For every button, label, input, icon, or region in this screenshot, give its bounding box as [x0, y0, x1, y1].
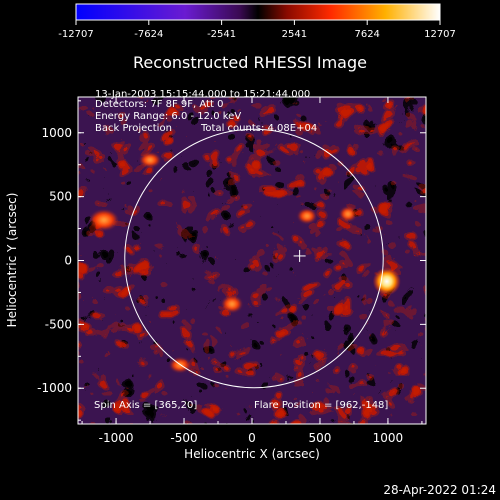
info-line-time: 13-Jan-2003 15:15:44.000 to 15:21:44.000	[95, 89, 310, 100]
flare-position-label: Flare Position = [962,-148]	[254, 400, 388, 411]
flare-source	[372, 267, 401, 296]
y-axis-label: Heliocentric Y (arcsec)	[5, 193, 19, 328]
x-tick-label: 500	[309, 431, 332, 445]
y-tick-label: 1000	[41, 126, 72, 140]
plot-title: Reconstructed RHESSI Image	[133, 53, 367, 72]
y-tick-label: 0	[64, 254, 72, 268]
colorbar-tick-label: -7624	[134, 29, 163, 40]
y-tick-label: -500	[45, 317, 72, 331]
info-method: Back Projection	[95, 123, 172, 134]
image-plot: -1000 -500 0 500 1000 1000 500 0 -500 -1000 13-J…	[37, 89, 427, 445]
colorbar-ticks: -12707 -7624 -2541 2541 7624 12707	[58, 20, 456, 40]
emission-pattern-red	[78, 97, 426, 424]
y-tick-label: 500	[49, 190, 72, 204]
spin-axis-label: Spin Axis = [365,20]	[94, 400, 197, 411]
x-tick-label: -1000	[99, 431, 134, 445]
hot-spots	[90, 153, 356, 372]
x-tick-label: -500	[170, 431, 197, 445]
colorbar-tick-label: -12707	[58, 29, 93, 40]
colorbar-tick-label: 7624	[354, 29, 379, 40]
x-tick-label: 0	[248, 431, 256, 445]
info-total-counts: Total counts: 4.08E+04	[200, 123, 317, 134]
x-tick-label: 1000	[373, 431, 404, 445]
y-axis: 1000 500 0 -500 -1000	[37, 100, 426, 421]
y-tick-label: -1000	[37, 381, 72, 395]
x-axis: -1000 -500 0 500 1000	[81, 97, 423, 445]
colorbar: -12707 -7624 -2541 2541 7624 12707	[58, 3, 456, 40]
spin-axis-marker	[293, 249, 306, 262]
footer-timestamp: 28-Apr-2022 01:24	[383, 483, 496, 497]
x-axis-label: Heliocentric X (arcsec)	[184, 447, 320, 461]
colorbar-tick-label: 12707	[424, 29, 456, 40]
info-line-energy: Energy Range: 6.0 - 12.0 keV	[95, 111, 241, 122]
colorbar-tick-label: 2541	[282, 29, 307, 40]
colorbar-gradient	[75, 3, 441, 21]
info-line-detectors: Detectors: 7F 8F 9F, Att 0	[95, 99, 223, 110]
solar-limb-circle	[124, 128, 384, 389]
colorbar-tick-label: -2541	[207, 29, 236, 40]
